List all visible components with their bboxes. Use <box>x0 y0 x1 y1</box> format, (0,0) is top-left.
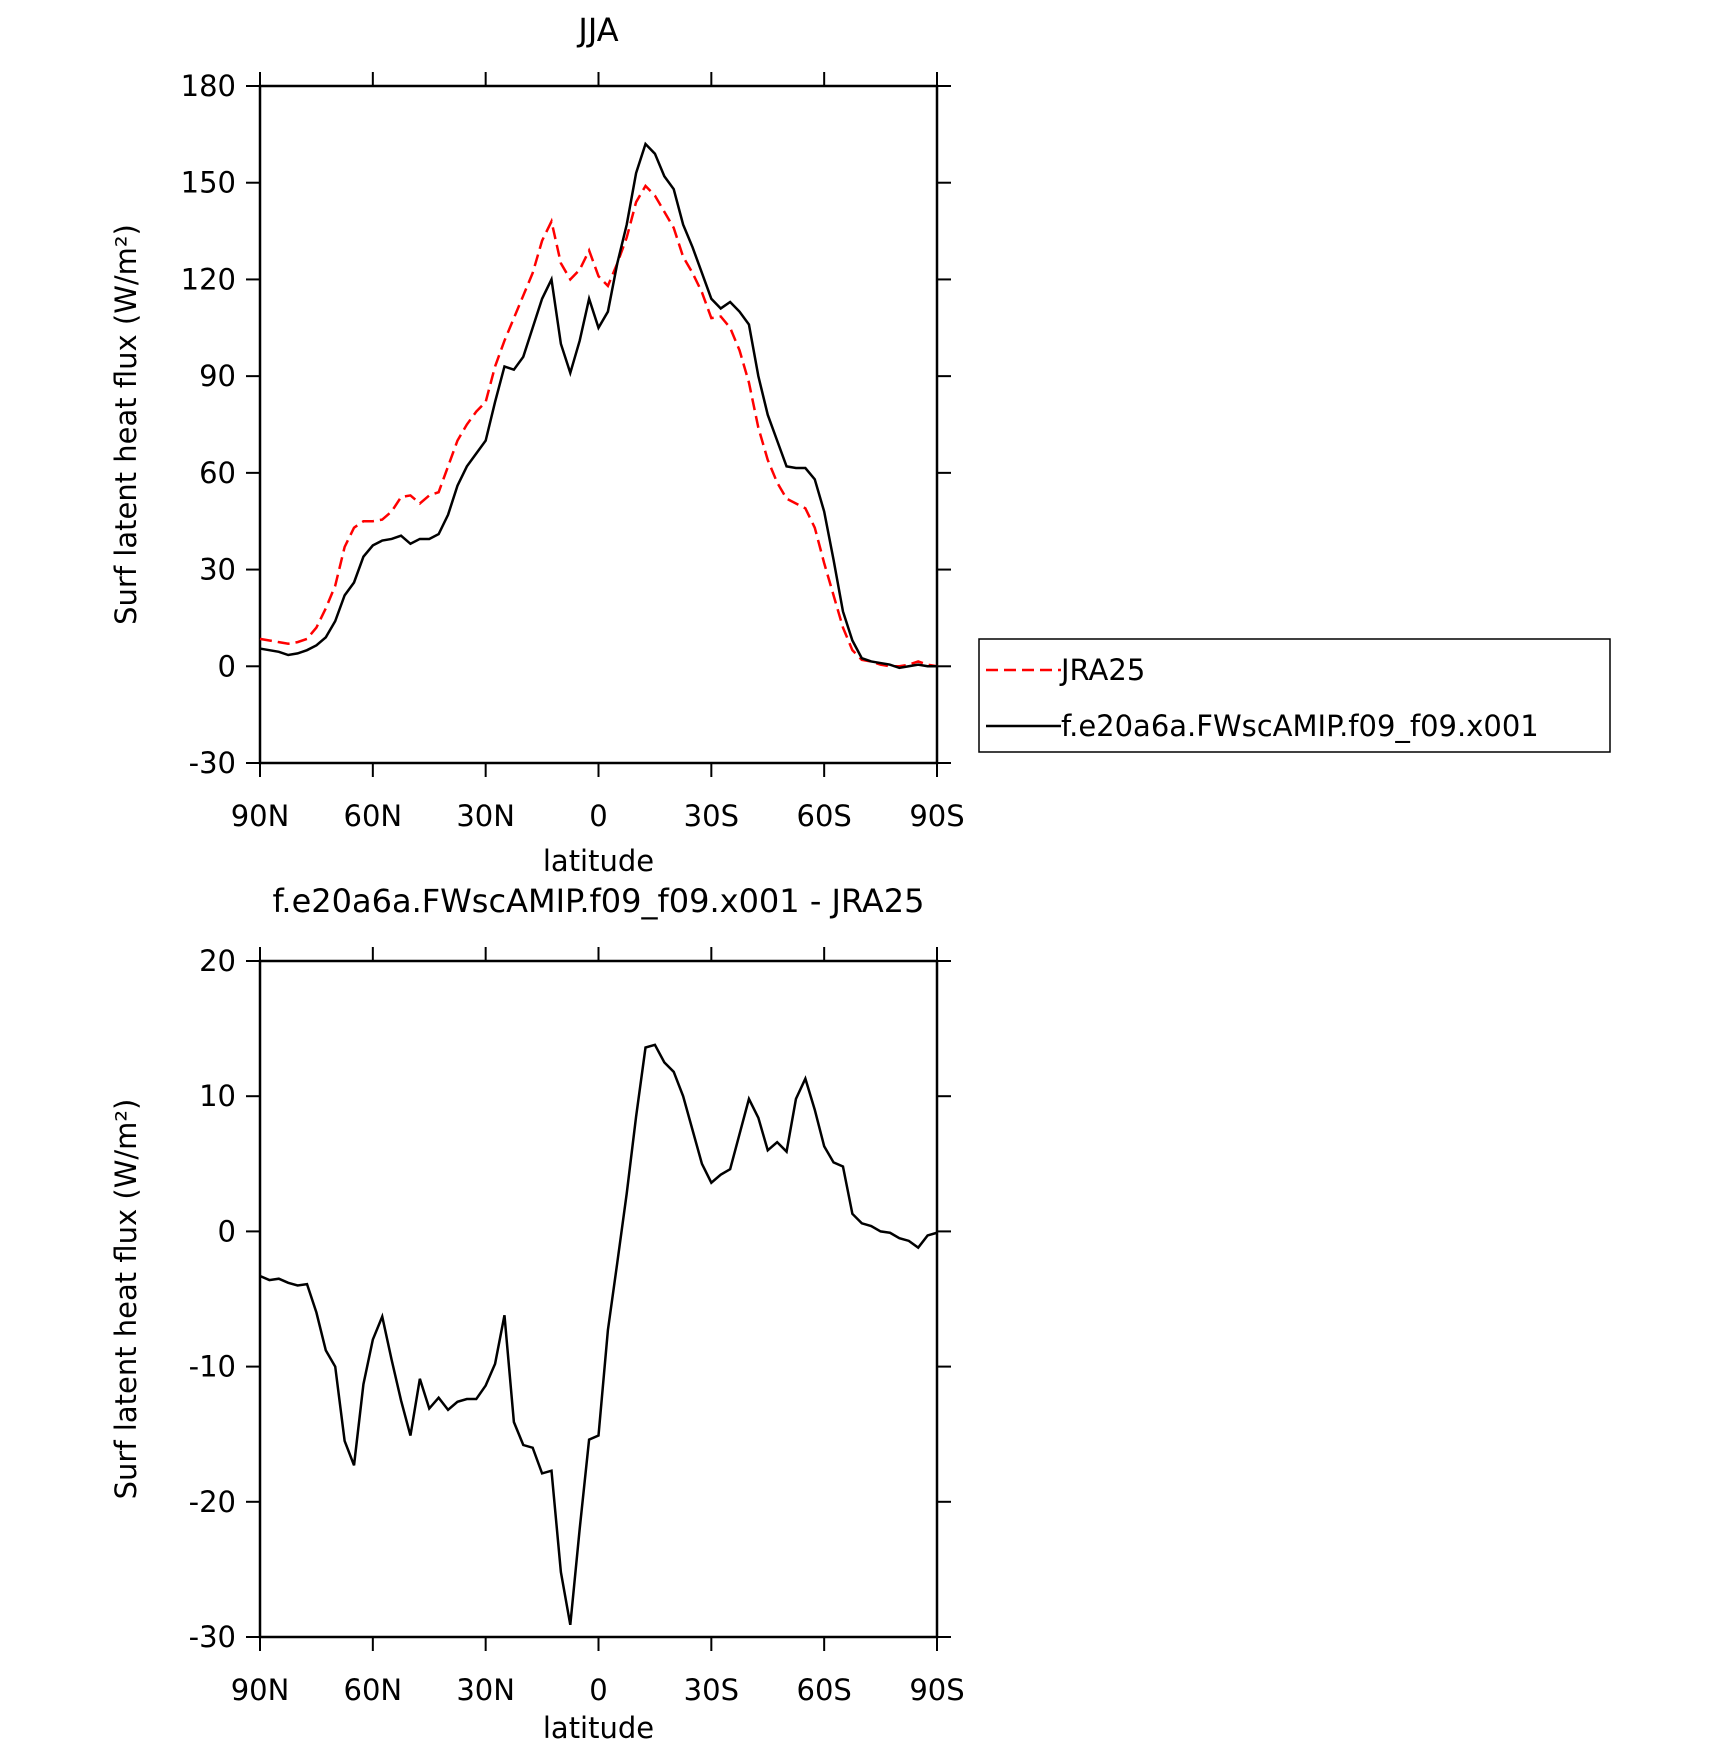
plot-frame <box>258 959 939 1639</box>
line <box>259 183 938 668</box>
y-tick-label: -30 <box>189 746 236 780</box>
y-tick-label: 150 <box>181 166 236 200</box>
x-tick-label: 90N <box>231 1673 290 1707</box>
y-tick-label: 10 <box>199 1079 236 1113</box>
x-tick-label: 30N <box>456 1673 515 1707</box>
x-tick-label: 90S <box>909 799 964 833</box>
y-axis-label: Surf latent heat flux (W/m²) <box>109 224 143 625</box>
y-tick-label: 90 <box>199 359 236 393</box>
chart-title: f.e20a6a.FWscAMIP.f09_f09.x001 - JRA25 <box>272 882 924 920</box>
x-tick-label: 90S <box>909 1673 964 1707</box>
y-tick-label: 30 <box>199 553 236 587</box>
x-axis-label: latitude <box>543 844 654 878</box>
line <box>259 1043 938 1626</box>
x-tick-label: 30N <box>456 799 515 833</box>
plot-frame <box>258 84 939 765</box>
line <box>259 141 937 670</box>
x-tick-label: 60N <box>344 799 403 833</box>
y-tick-label: -20 <box>189 1485 236 1519</box>
x-tick-label: 30S <box>684 799 739 833</box>
x-tick-label: 60S <box>797 1673 852 1707</box>
y-tick-label: 20 <box>199 944 236 978</box>
y-tick-label: -30 <box>189 1620 236 1654</box>
y-tick-label: 0 <box>218 649 236 683</box>
y-axis-label: Surf latent heat flux (W/m²) <box>109 1099 143 1500</box>
x-tick-label: 30S <box>684 1673 739 1707</box>
legend-box <box>978 638 1611 753</box>
x-tick-label: 90N <box>231 799 290 833</box>
legend-label: f.e20a6a.FWscAMIP.f09_f09.x001 <box>1061 709 1539 743</box>
x-tick-label: 60S <box>797 799 852 833</box>
y-tick-label: 60 <box>199 456 236 490</box>
x-tick-label: 0 <box>589 799 607 833</box>
legend-label: JRA25 <box>1059 653 1145 687</box>
x-axis-label: latitude <box>543 1711 654 1745</box>
y-tick-label: 0 <box>218 1214 236 1248</box>
x-tick-label: 60N <box>344 1673 403 1707</box>
y-tick-label: 180 <box>181 69 236 103</box>
chart-title: JJA <box>576 11 618 49</box>
y-tick-label: -10 <box>189 1350 236 1384</box>
x-tick-label: 0 <box>589 1673 607 1707</box>
y-tick-label: 120 <box>181 262 236 296</box>
